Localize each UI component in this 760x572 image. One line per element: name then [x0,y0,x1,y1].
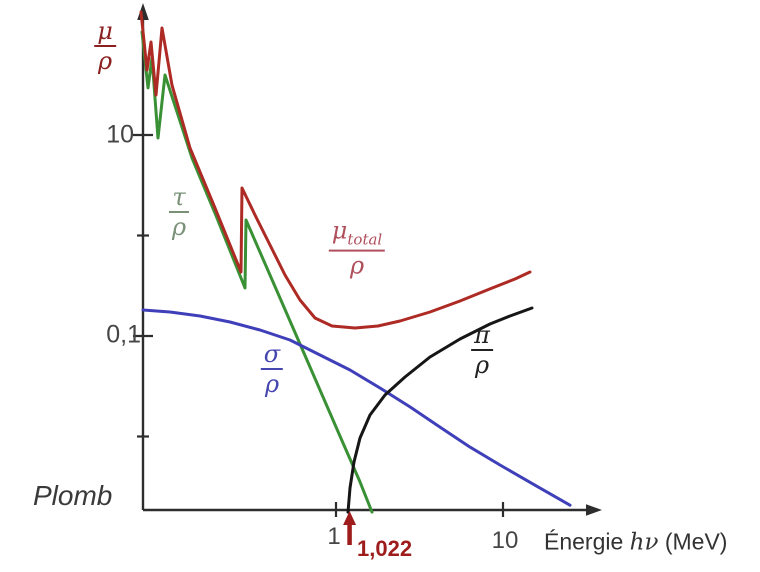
material-label: Plomb [33,480,113,511]
rho-symbol: ρ [264,370,280,398]
rho-symbol: ρ [171,213,187,241]
sigma-rho-curve-label: σ ρ [260,340,284,398]
pi-symbol: π [474,321,490,349]
y-tick-label-0-1: 0,1 [106,320,141,349]
mu-total-rho-curve-label: μtotal ρ [328,216,386,280]
y-tick-label-10: 10 [106,120,134,149]
tau-symbol: τ [172,183,186,211]
fraction-bar [168,211,190,213]
x-axis-title-hv: hν [629,529,659,556]
threshold-value-label: 1,022 [357,536,413,561]
y-axis-label-denominator: ρ [97,47,113,75]
pi-rho-curve-label: π ρ [471,322,493,378]
rho-symbol: ρ [349,251,365,280]
x-axis-title-text: Énergie [544,528,624,555]
fraction-bar [94,45,116,47]
sigma-symbol: σ [263,340,281,368]
x-axis-title: Énergie hν (MeV) [544,529,727,556]
threshold-arrow-head [343,511,357,525]
y-axis-label-mu-rho: μ ρ [94,18,116,74]
curve-mu-total [139,10,532,330]
tau-rho-curve-label: τ ρ [168,183,190,241]
x-tick-label-10: 10 [491,527,519,554]
fraction-bar [328,249,386,252]
fraction-bar [471,349,493,351]
y-axis-label-numerator: μ [97,17,113,45]
x-axis-arrowhead [586,504,602,516]
rho-symbol: ρ [474,351,490,379]
curve-sigma [141,308,572,507]
fraction-bar [260,368,284,370]
mu-total-symbol: μtotal [331,216,383,249]
x-axis-title-unit: (MeV) [664,528,728,555]
x-tick-label-1: 1 [327,523,341,550]
curve-pi [346,306,534,514]
